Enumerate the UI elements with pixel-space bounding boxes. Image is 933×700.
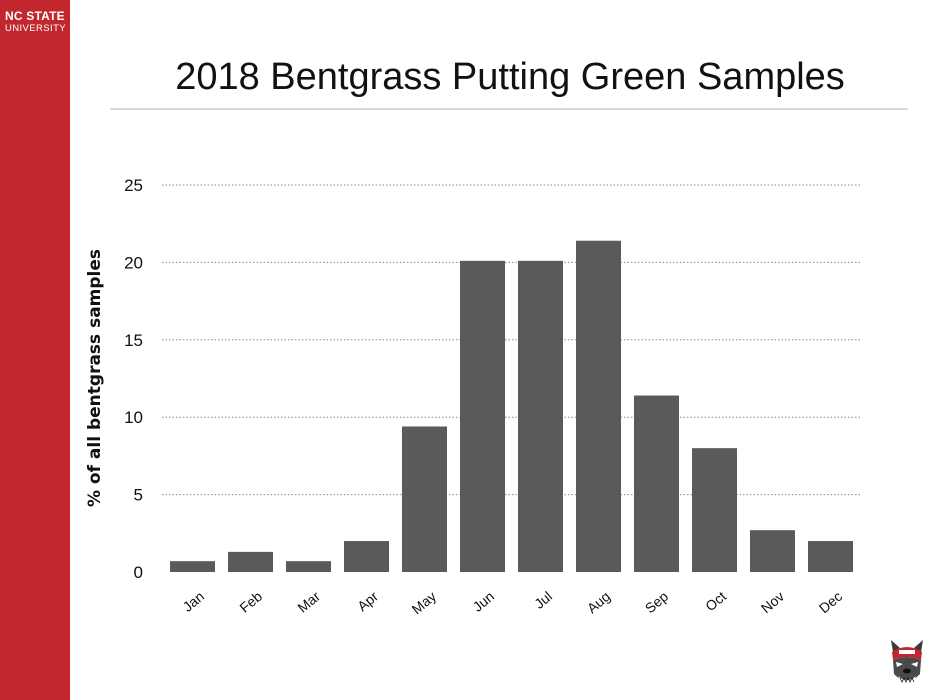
nc-state-logo: NC STATE UNIVERSITY — [5, 10, 66, 34]
wolf-mascot-icon — [891, 640, 923, 684]
x-tick-label: Mar — [294, 588, 323, 616]
x-tick-label: Aug — [584, 588, 613, 616]
y-tick-label: 20 — [124, 253, 143, 272]
bar-jul — [518, 260, 563, 572]
x-tick-label: Nov — [758, 588, 787, 616]
x-tick-label: Feb — [236, 588, 265, 616]
x-tick-label: Jun — [470, 588, 498, 615]
y-tick-label: 5 — [134, 486, 143, 505]
title-divider — [110, 108, 908, 110]
y-tick-label: 15 — [124, 331, 143, 350]
x-tick-label: Sep — [642, 588, 672, 616]
y-axis-ticks: 0 5 10 15 20 25 — [124, 176, 143, 582]
y-tick-label: 25 — [124, 176, 143, 195]
gridlines — [162, 184, 860, 496]
bar-may — [402, 426, 447, 572]
brand-sidebar: NC STATE UNIVERSITY — [0, 0, 70, 700]
x-axis-ticks: Jan Feb Mar Apr May Jun Jul Aug Sep Oct Nov Dec — [180, 588, 846, 617]
x-tick-label: Oct — [702, 588, 729, 614]
bar-aug — [576, 240, 621, 572]
x-tick-label: Dec — [816, 588, 845, 616]
x-tick-label: May — [409, 588, 440, 617]
bar-mar — [286, 561, 331, 572]
x-tick-label: Jul — [531, 588, 555, 612]
bar-jan — [170, 561, 215, 572]
slide-title: 2018 Bentgrass Putting Green Samples — [175, 56, 845, 98]
y-tick-label: 0 — [134, 563, 143, 582]
y-axis-label: % of all bentgrass samples — [85, 249, 105, 507]
bar-dec — [808, 541, 853, 572]
logo-line-2: UNIVERSITY — [5, 23, 67, 34]
bar-nov — [750, 530, 795, 572]
x-tick-label: Apr — [354, 588, 381, 614]
y-tick-label: 10 — [124, 408, 143, 427]
bar-jun — [460, 260, 505, 572]
logo-line-1: NC STATE — [5, 9, 65, 23]
bar-feb — [228, 551, 273, 572]
bars — [170, 240, 853, 572]
bar-sep — [634, 395, 679, 572]
bar-apr — [344, 541, 389, 572]
x-tick-label: Jan — [180, 588, 208, 615]
bar-oct — [692, 448, 737, 572]
